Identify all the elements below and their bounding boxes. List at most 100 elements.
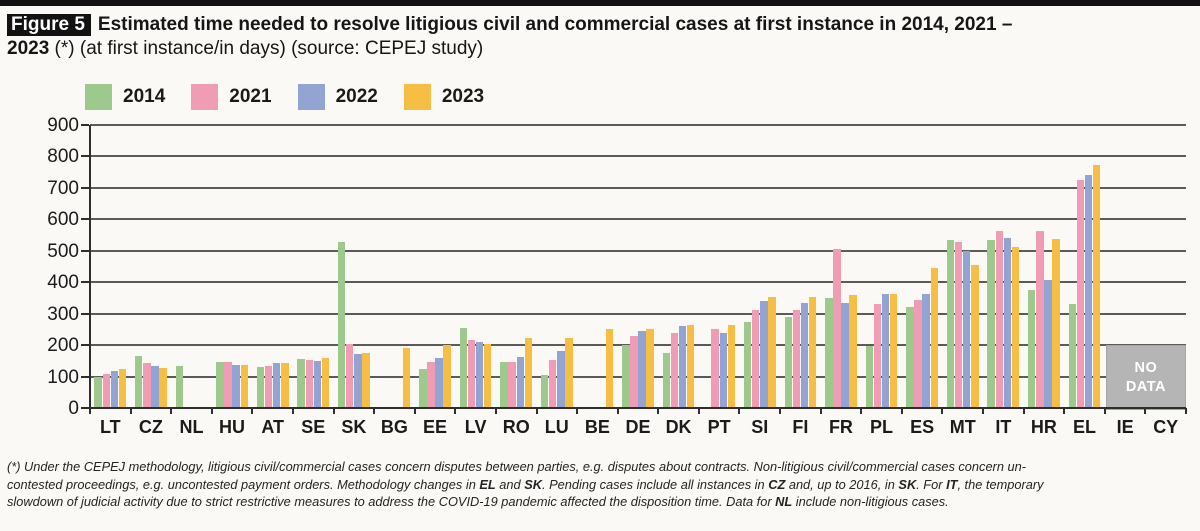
- no-data-box: NO DATA: [1105, 345, 1186, 410]
- x-tick-22: [982, 408, 985, 414]
- legend-label-2022: 2022: [335, 86, 378, 107]
- x-axis-label-PT: PT: [707, 417, 731, 437]
- y-axis-label-500: 500: [47, 240, 79, 262]
- title-line2-rest: (*) (at first instance/in days) (source:…: [49, 38, 484, 59]
- gridline-100: [90, 375, 1186, 378]
- bar-SI-2021: [752, 309, 760, 408]
- x-axis-label-DK: DK: [665, 417, 692, 437]
- legend-swatch-2022: [297, 84, 325, 110]
- bar-EE-2022: [435, 358, 443, 408]
- x-axis-label-BE: BE: [584, 417, 610, 437]
- bar-EE-2014: [419, 369, 427, 408]
- x-tick-24: [1063, 408, 1066, 414]
- legend-swatch-2023: [403, 84, 431, 110]
- bar-BE-2023: [605, 329, 614, 408]
- x-tick-7: [373, 408, 376, 414]
- footnote-text: include non-litigious cases.: [792, 494, 949, 510]
- bar-RO-2022: [516, 357, 524, 408]
- legend-item-2023: 2023: [403, 84, 484, 110]
- x-axis-label-PL: PL: [870, 417, 894, 437]
- x-tick-10: [494, 408, 497, 414]
- legend-item-2014: 2014: [85, 84, 165, 110]
- title-line2-bold: 2023: [7, 38, 50, 59]
- bar-DE-2022: [638, 331, 646, 408]
- x-tick-26: [1144, 408, 1147, 414]
- bar-DK-2023: [687, 325, 695, 408]
- y-axis-label-100: 100: [47, 366, 79, 388]
- bar-IT-2021: [995, 231, 1003, 408]
- bar-MT-2021: [954, 241, 963, 408]
- y-tick-700: [81, 186, 89, 189]
- top-border-rule: [0, 0, 1200, 6]
- x-axis-label-IE: IE: [1116, 417, 1134, 437]
- bar-NL-2014: [175, 366, 184, 408]
- y-axis-label-800: 800: [47, 146, 79, 168]
- bar-AT-2021: [264, 365, 273, 408]
- bar-SK-2022: [354, 354, 362, 408]
- gridline-300: [90, 312, 1186, 315]
- bar-HU-2014: [216, 362, 224, 408]
- bar-PT-2022: [719, 332, 727, 408]
- footnote-bold-term: SK: [898, 476, 917, 492]
- bar-DE-2021: [630, 336, 638, 408]
- legend-item-2022: 2022: [297, 84, 378, 110]
- y-axis-label-900: 900: [47, 115, 79, 136]
- footnote-line-3: slowdown of judicial activity due to str…: [7, 493, 1197, 511]
- x-axis-label-FI: FI: [792, 417, 809, 437]
- footnote-text: and, up to 2016, in: [785, 476, 899, 492]
- bar-DK-2022: [678, 325, 687, 408]
- y-tick-0: [81, 407, 89, 409]
- bar-SE-2022: [313, 360, 321, 408]
- x-axis-label-CY: CY: [1153, 417, 1179, 437]
- legend-label-2014: 2014: [123, 86, 166, 107]
- legend-swatch-2014: [85, 84, 112, 110]
- footnote-text: and: [495, 476, 525, 492]
- bar-HU-2023: [240, 364, 248, 408]
- bar-MT-2023: [971, 264, 979, 408]
- bar-FI-2023: [808, 297, 817, 408]
- x-tick-14: [657, 408, 660, 414]
- x-tick-18: [819, 408, 822, 414]
- y-tick-100: [81, 375, 89, 378]
- y-tick-400: [81, 281, 89, 284]
- bar-MT-2022: [963, 250, 971, 408]
- x-axis-label-SE: SE: [301, 417, 326, 437]
- bar-EL-2014: [1068, 304, 1077, 408]
- bar-LV-2014: [459, 327, 468, 408]
- footnote-text: (*) Under the CEPEJ methodology, litigio…: [7, 459, 1026, 474]
- x-axis-label-SK: SK: [341, 417, 367, 437]
- bar-HU-2022: [232, 364, 240, 408]
- footnote-text: , the temporary: [957, 476, 1044, 492]
- gridline-200: [90, 344, 1186, 347]
- bar-FR-2023: [849, 295, 857, 408]
- bar-SE-2021: [305, 360, 313, 408]
- bar-IT-2023: [1011, 247, 1020, 408]
- x-tick-23: [1022, 408, 1025, 414]
- x-tick-9: [454, 408, 457, 414]
- footnote-bold-term: NL: [775, 494, 793, 510]
- bar-LT-2014: [94, 376, 102, 408]
- bar-RO-2021: [508, 361, 516, 408]
- footnote: (*) Under the CEPEJ methodology, litigio…: [7, 458, 1197, 511]
- x-axis-label-LV: LV: [464, 417, 487, 437]
- bar-SK-2023: [362, 352, 370, 408]
- bar-LV-2021: [467, 340, 476, 408]
- bar-HR-2014: [1028, 290, 1036, 408]
- gridline-900: [90, 124, 1186, 126]
- footnote-text: slowdown of judicial activity due to str…: [7, 494, 776, 510]
- x-tick-17: [779, 408, 782, 414]
- bar-PL-2022: [881, 293, 890, 408]
- y-axis-label-300: 300: [47, 303, 79, 325]
- bar-LU-2021: [549, 359, 557, 408]
- y-axis-line: [89, 125, 91, 414]
- x-axis-label-LU: LU: [544, 417, 569, 437]
- bar-DK-2014: [662, 352, 671, 408]
- chart-legend: 2014 2021 2022 2023: [85, 84, 484, 110]
- bar-DE-2023: [646, 329, 654, 408]
- bar-ES-2021: [914, 299, 922, 408]
- footnote-bold-term: EL: [479, 476, 496, 492]
- x-axis-label-NL: NL: [179, 417, 204, 437]
- x-axis-label-RO: RO: [502, 417, 530, 437]
- bar-LU-2014: [540, 374, 549, 408]
